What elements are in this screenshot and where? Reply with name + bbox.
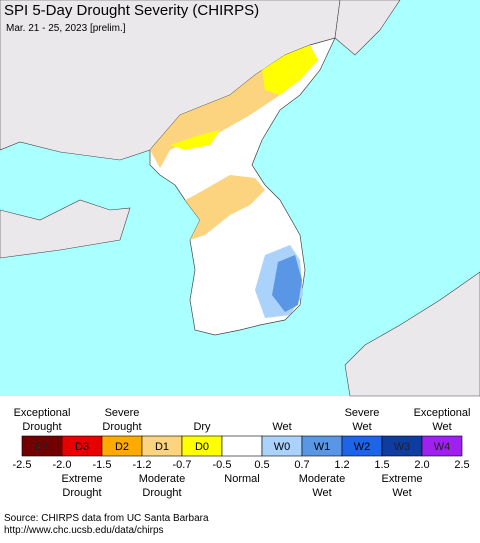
legend-code: W0 [274,441,291,453]
legend-code: W3 [394,441,411,453]
dry-area [262,45,318,95]
legend-lower-label: Extreme Drought [62,473,103,499]
legend-code: W1 [314,441,331,453]
russia-land [334,0,401,56]
legend-tick-label: 0.5 [254,459,269,471]
legend-tick-label: 2.0 [414,459,429,471]
legend-tick-label: 2.5 [454,459,469,471]
legend-code: W2 [354,441,371,453]
legend-tick-label: 1.5 [374,459,389,471]
title: SPI 5-Day Drought Severity (CHIRPS) [4,2,259,19]
source-url: http://www.chc.ucsb.edu/data/chirps [4,525,164,536]
legend-code: D2 [115,441,129,453]
source: Source: CHIRPS data from UC Santa Barbar… [4,513,209,524]
japan-land [344,271,480,397]
moderate-wet-area [272,255,302,312]
legend-swatch [221,435,263,457]
legend-lower-label: Extreme Wet [382,473,423,499]
legend-tick-label: -0.7 [173,459,192,471]
legend-code: D4 [35,441,49,453]
legend-code: D0 [195,441,209,453]
legend-upper-label: Exceptional Drought [14,407,71,433]
china-coast [0,199,131,259]
legend-upper-label: Severe Wet [345,407,380,433]
legend-tick-label: -0.5 [213,459,232,471]
legend-upper-label: Exceptional Wet [414,407,471,433]
legend-lower-label: Moderate Wet [299,473,345,499]
legend-tick-label: -2.0 [53,459,72,471]
legend-tick-label: -1.2 [133,459,152,471]
legend-tick-label: 0.7 [294,459,309,471]
legend-upper-label: Dry [193,421,211,433]
legend-code: W4 [434,441,451,453]
legend-lower-label: Moderate Drought [139,473,185,499]
legend: D4 D3 D2 D1 D0 W0 W1 W2 W3 W4 -2.5 -2.0 -1.5 -1.2 -0.7… [13,407,471,499]
legend-upper-label: Severe Drought [102,407,141,433]
legend-tick-label: -1.5 [93,459,112,471]
legend-code: D3 [75,441,89,453]
legend-tick-label: 1.2 [334,459,349,471]
legend-swatch [421,435,463,457]
legend-upper-label: Wet [272,421,291,433]
legend-lower-label: Normal [224,473,259,485]
subtitle: Mar. 21 - 25, 2023 [prelim.] [6,23,126,34]
moderate-drought-area [185,175,265,240]
dry-area [170,130,220,150]
legend-tick-label: -2.5 [13,459,32,471]
legend-code: D1 [155,441,169,453]
map [0,0,480,397]
